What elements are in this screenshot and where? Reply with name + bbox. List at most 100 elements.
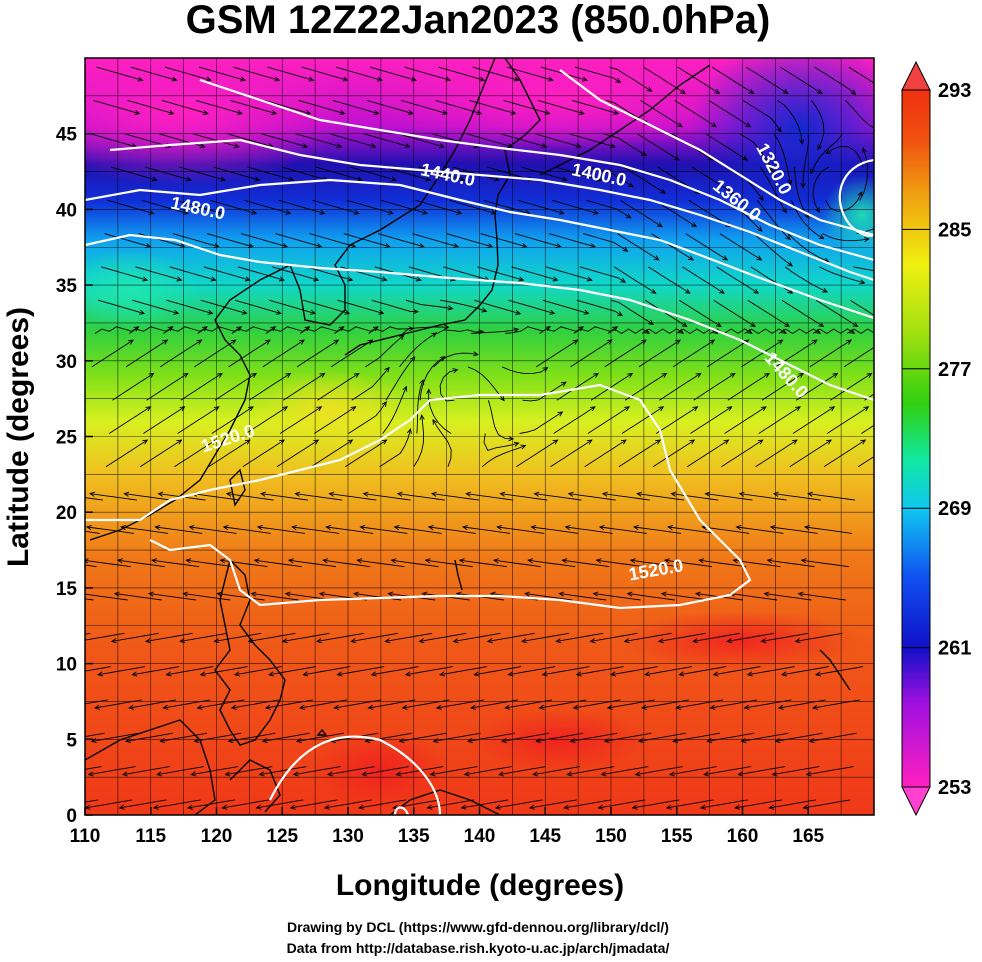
streamline bbox=[306, 266, 353, 281]
streamline bbox=[787, 233, 829, 263]
streamline-arrow bbox=[661, 372, 668, 378]
streamline-arrow bbox=[609, 671, 616, 677]
streamline-arrow bbox=[142, 439, 149, 445]
streamline-arrow bbox=[880, 340, 885, 344]
streamline bbox=[380, 199, 428, 214]
streamline bbox=[132, 666, 180, 676]
streamline bbox=[300, 699, 347, 709]
streamline bbox=[164, 66, 212, 81]
streamline-arrow bbox=[852, 322, 859, 328]
streamline bbox=[251, 593, 299, 601]
streamline-arrow bbox=[53, 525, 58, 529]
streamline-arrow bbox=[210, 439, 217, 445]
streamline-arrow bbox=[738, 491, 745, 497]
streamline-arrow bbox=[726, 638, 733, 644]
streamline-arrow bbox=[89, 491, 95, 497]
streamline bbox=[85, 559, 131, 568]
streamline bbox=[329, 133, 376, 148]
streamline-arrow bbox=[182, 591, 189, 597]
streamline-arrow bbox=[527, 558, 534, 564]
streamline-arrow bbox=[850, 89, 857, 96]
streamline bbox=[129, 699, 177, 709]
coast-philippines bbox=[214, 558, 286, 746]
streamline-arrow bbox=[438, 671, 446, 677]
streamline bbox=[710, 328, 753, 335]
streamline bbox=[784, 266, 828, 293]
streamline bbox=[809, 732, 857, 742]
streamline-arrow bbox=[264, 339, 271, 345]
streamline-arrow bbox=[640, 704, 647, 710]
streamline bbox=[584, 439, 627, 468]
streamline bbox=[334, 699, 382, 709]
streamline bbox=[358, 799, 406, 809]
streamline-arrow bbox=[230, 704, 237, 710]
streamline-arrow bbox=[583, 309, 590, 315]
streamline-arrow bbox=[248, 406, 254, 412]
streamline bbox=[296, 339, 339, 368]
coast-japan bbox=[344, 149, 511, 356]
streamline-arrow bbox=[597, 804, 604, 810]
streamline bbox=[85, 799, 99, 803]
streamline-arrow bbox=[233, 143, 240, 149]
streamline-arrow bbox=[393, 524, 400, 531]
streamline-arrow bbox=[326, 771, 333, 777]
streamline-arrow bbox=[156, 771, 163, 777]
streamline-arrow bbox=[323, 804, 330, 810]
streamline bbox=[525, 593, 573, 601]
streamline-arrow bbox=[418, 638, 425, 644]
streamline-arrow bbox=[460, 804, 467, 810]
streamline bbox=[602, 493, 650, 501]
streamline bbox=[545, 266, 592, 281]
streamline-arrow bbox=[774, 738, 781, 744]
streamline-arrow bbox=[193, 738, 200, 744]
streamline bbox=[781, 666, 829, 676]
streamline bbox=[351, 632, 399, 642]
streamline-arrow bbox=[753, 288, 760, 294]
streamline bbox=[384, 166, 431, 181]
streamline bbox=[161, 99, 208, 115]
streamline bbox=[534, 493, 582, 501]
streamline bbox=[231, 326, 276, 334]
streamline-arrow bbox=[168, 109, 175, 115]
streamline bbox=[682, 266, 725, 294]
streamline-arrow bbox=[381, 276, 388, 282]
streamline bbox=[217, 593, 265, 601]
colorbar-tick-label: 269 bbox=[938, 498, 971, 520]
streamline-arrow bbox=[381, 400, 387, 407]
streamline bbox=[462, 526, 511, 534]
credit-drawing: Drawing by DCL (https://www.gfd-dennou.o… bbox=[287, 919, 669, 935]
streamline-arrow bbox=[726, 406, 733, 412]
x-tick-label: 145 bbox=[529, 826, 561, 847]
streamline-arrow bbox=[777, 704, 784, 710]
streamline-arrow bbox=[561, 558, 568, 564]
streamline bbox=[573, 699, 621, 709]
streamline-arrow bbox=[802, 804, 809, 810]
streamline-arrow bbox=[672, 738, 679, 744]
colorbar-body bbox=[901, 89, 931, 788]
streamline-arrow bbox=[378, 309, 385, 315]
streamline bbox=[770, 526, 818, 534]
streamline bbox=[85, 564, 97, 568]
streamline-arrow bbox=[743, 704, 750, 710]
streamline bbox=[700, 799, 748, 809]
streamline bbox=[327, 766, 375, 776]
streamline bbox=[707, 732, 755, 742]
streamline bbox=[500, 493, 548, 501]
streamline bbox=[669, 766, 717, 776]
streamline-arrow bbox=[350, 638, 357, 644]
streamline bbox=[128, 326, 174, 334]
streamline bbox=[814, 66, 856, 95]
streamline-arrow bbox=[746, 671, 753, 677]
streamline-arrow bbox=[555, 638, 562, 644]
colorbar: 253 261 269 277 285 293 bbox=[901, 60, 971, 817]
streamline bbox=[550, 439, 593, 468]
streamline bbox=[354, 593, 402, 601]
streamline bbox=[567, 766, 615, 776]
streamline bbox=[758, 406, 801, 434]
streamline bbox=[744, 328, 787, 335]
streamline-arrow bbox=[362, 491, 369, 497]
streamline bbox=[443, 266, 490, 281]
streamline-arrow bbox=[766, 558, 773, 564]
streamline bbox=[537, 99, 584, 115]
streamline-arrow bbox=[636, 491, 643, 497]
